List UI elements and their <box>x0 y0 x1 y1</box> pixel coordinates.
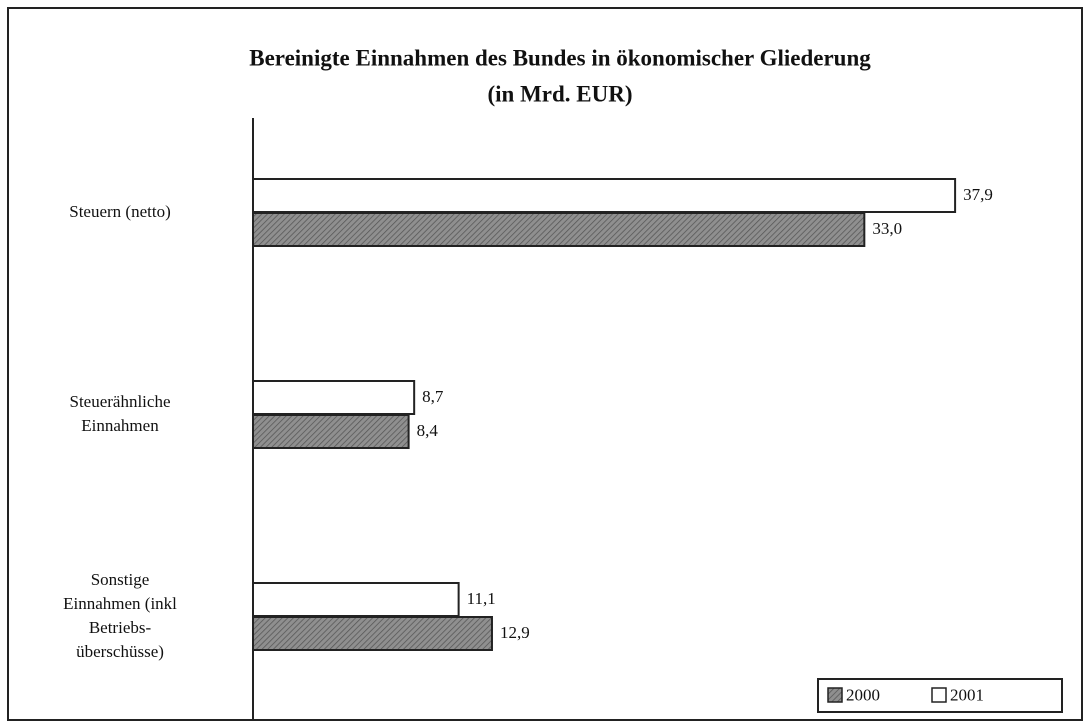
value-label: 37,9 <box>963 185 993 204</box>
bar <box>252 582 460 617</box>
bar <box>252 178 957 213</box>
bar <box>252 616 493 651</box>
legend-label: 2001 <box>950 685 984 704</box>
chart-title: Bereinigte Einnahmen des Bundes in ökono… <box>249 45 871 70</box>
y-tick-label: Betriebs- <box>89 618 152 637</box>
legend-swatch <box>931 687 947 703</box>
y-tick-label: Steuern (netto) <box>69 202 171 221</box>
value-label: 8,4 <box>417 421 439 440</box>
frame <box>7 7 1083 721</box>
chart-subtitle: (in Mrd. EUR) <box>487 81 632 106</box>
value-label: 12,9 <box>500 623 530 642</box>
bar <box>252 414 410 449</box>
legend-label: 2000 <box>846 685 880 704</box>
value-label: 33,0 <box>872 219 902 238</box>
value-label: 8,7 <box>422 387 444 406</box>
y-tick-label: überschüsse) <box>76 642 164 661</box>
y-tick-label: Einnahmen (inkl <box>63 594 177 613</box>
y-tick-label: Einnahmen <box>81 416 159 435</box>
value-label: 11,1 <box>467 589 496 608</box>
y-tick-label: Sonstige <box>91 570 150 589</box>
bar <box>252 380 416 415</box>
bar <box>252 212 866 247</box>
legend-swatch <box>827 687 843 703</box>
y-tick-label: Steuerähnliche <box>69 392 170 411</box>
